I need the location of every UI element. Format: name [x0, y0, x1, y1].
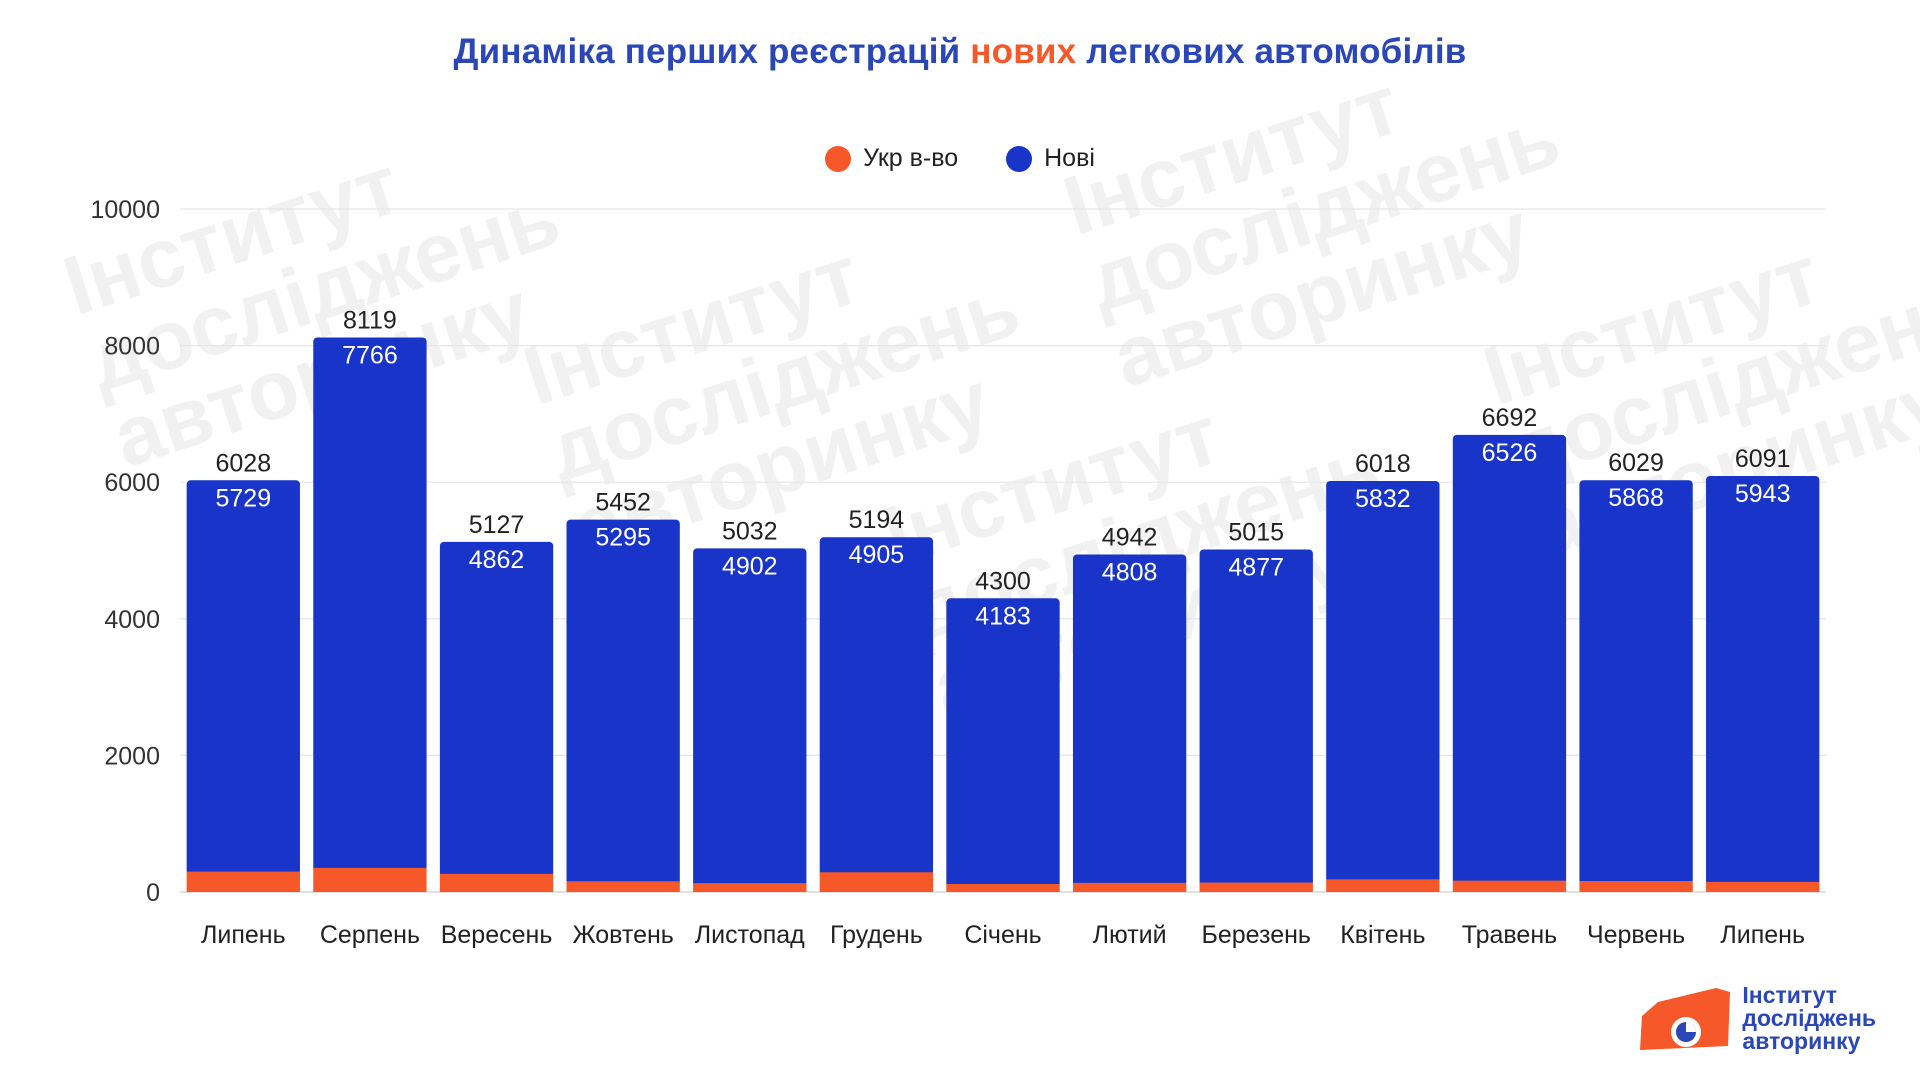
new-value-label: 4808: [1102, 558, 1158, 586]
x-tick-label: Червень: [1587, 921, 1685, 949]
new-value-label: 5832: [1355, 485, 1411, 513]
legend-item-ukr[interactable]: Укр в-во: [825, 144, 958, 173]
x-tick-label: Жовтень: [572, 921, 673, 949]
bar-ukr: [439, 873, 554, 892]
new-value-label: 5868: [1608, 484, 1664, 512]
legend-item-new[interactable]: Нові: [1006, 144, 1095, 173]
logo-mark: [1636, 986, 1732, 1052]
x-tick-label: Липень: [201, 921, 286, 949]
bar-new: [1452, 434, 1567, 885]
total-label: 6091: [1735, 445, 1791, 473]
logo-line-1: Інститут: [1742, 982, 1838, 1008]
x-tick-label: Липень: [1720, 921, 1805, 949]
bar-ukr: [1706, 881, 1820, 892]
legend-dot-ukr: [825, 145, 852, 172]
x-tick-label: Листопад: [695, 921, 805, 949]
x-tick-label: Березень: [1201, 921, 1311, 949]
new-value-label: 7766: [342, 341, 398, 369]
logo-mark-icon: [1640, 987, 1731, 1050]
new-value-label: 4862: [469, 546, 525, 574]
x-tick-label: Квітень: [1340, 921, 1425, 949]
new-value-label: 4905: [849, 541, 905, 569]
chart-title-accent: нових: [970, 32, 1077, 71]
bar-new: [1706, 475, 1820, 886]
new-value-label: 5729: [215, 484, 271, 512]
total-label: 6692: [1482, 404, 1538, 432]
legend-dot-new: [1006, 145, 1033, 172]
total-label: 5194: [849, 506, 905, 534]
bar-new: [186, 480, 300, 876]
y-tick-label: 8000: [104, 333, 160, 361]
x-tick-label: Січень: [964, 921, 1041, 949]
bar-ukr: [1452, 880, 1567, 892]
bar-ukr: [313, 867, 427, 892]
logo-line-3: авторинку: [1742, 1028, 1861, 1054]
new-value-label: 4877: [1228, 553, 1284, 581]
bar-new: [566, 519, 680, 886]
bar-ukr: [693, 883, 807, 892]
new-value-label: 4902: [722, 552, 778, 580]
x-tick-label: Грудень: [830, 921, 923, 949]
bar-new: [1579, 480, 1693, 886]
bar-ukr: [1072, 882, 1187, 892]
new-value-label: 5295: [595, 524, 651, 552]
bar-ukr: [1579, 881, 1693, 892]
chart-title-part2: легкових автомобілів: [1086, 32, 1467, 71]
total-label: 5032: [722, 517, 778, 545]
y-tick-label: 0: [146, 879, 160, 907]
new-value-label: 6526: [1482, 439, 1538, 467]
legend-label-ukr: Укр в-во: [863, 144, 959, 172]
bar-ukr: [1326, 879, 1440, 892]
new-value-label: 5943: [1735, 480, 1791, 508]
legend-label-new: Нові: [1044, 144, 1095, 172]
bar-ukr: [566, 881, 680, 892]
total-label: 5452: [595, 489, 651, 517]
new-value-label: 4183: [975, 602, 1031, 630]
bar-ukr: [186, 871, 300, 892]
y-tick-label: 2000: [104, 742, 160, 770]
chart-title: Динаміка перших реєстрацій нових легкови…: [0, 32, 1920, 72]
institute-logo: Інститут досліджень авторинку: [1636, 984, 1876, 1053]
logo-text: Інститут досліджень авторинку: [1742, 984, 1876, 1053]
total-label: 6028: [215, 449, 271, 477]
bar-new: [1072, 554, 1187, 887]
chart-title-part1: Динаміка перших реєстрацій: [453, 32, 961, 71]
y-tick-label: 4000: [104, 606, 160, 634]
chart-legend: Укр в-во Нові: [0, 144, 1920, 173]
y-tick-label: 10000: [90, 196, 160, 224]
total-label: 8119: [343, 306, 397, 334]
total-label: 5015: [1228, 518, 1284, 546]
bar-new: [313, 337, 427, 872]
bar-new: [693, 548, 807, 888]
bar-ukr: [1199, 882, 1313, 892]
logo-line-2: досліджень: [1742, 1005, 1876, 1031]
bar-ukr: [946, 884, 1060, 892]
x-tick-label: Вересень: [441, 921, 553, 949]
bar-new: [439, 541, 554, 878]
x-tick-label: Травень: [1462, 921, 1557, 949]
bar-new: [1326, 480, 1440, 884]
total-label: 6018: [1355, 450, 1411, 478]
bar-new: [1199, 549, 1313, 887]
y-tick-label: 6000: [104, 469, 160, 497]
bar-new: [819, 537, 934, 877]
total-label: 4300: [975, 567, 1031, 595]
x-tick-label: Серпень: [320, 921, 420, 949]
bar-new: [946, 598, 1060, 889]
total-label: 5127: [469, 511, 525, 539]
bar-ukr: [819, 872, 934, 892]
total-label: 4942: [1102, 523, 1158, 551]
x-tick-label: Лютий: [1093, 921, 1167, 949]
total-label: 6029: [1608, 449, 1664, 477]
